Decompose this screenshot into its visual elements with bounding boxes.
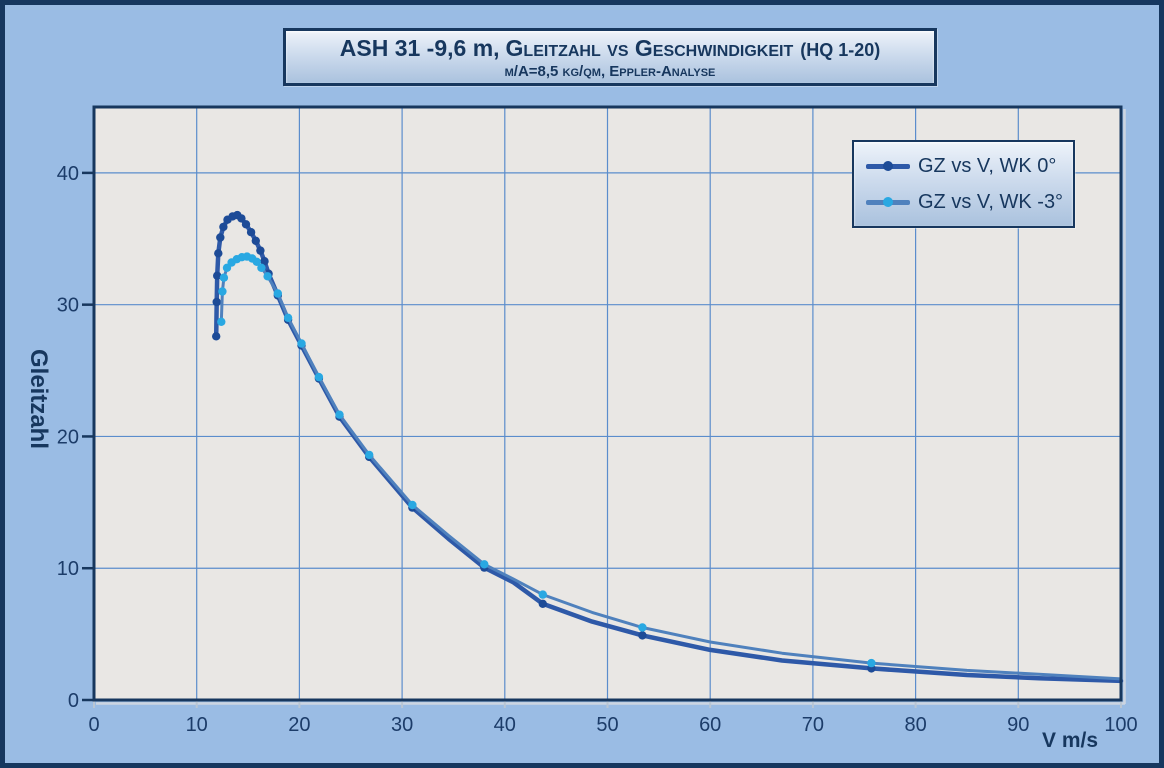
x-tick-label: 30 — [391, 714, 413, 736]
chart-title-suffix: (HQ 1-20) — [800, 39, 881, 60]
series-marker-0 — [638, 631, 647, 640]
x-axis-title: V m/s — [1041, 729, 1099, 752]
chart-title: ASH 31 -9,6 m, Gleitzahl vs Geschwindigke… — [340, 35, 880, 63]
chart-title-main: Gleitzahl vs Geschwindigkeit — [505, 34, 794, 61]
x-tick-label: 70 — [802, 714, 824, 736]
series-marker-1 — [365, 450, 374, 460]
series-marker-1 — [638, 623, 647, 632]
series-marker-1 — [538, 590, 547, 599]
series-marker-1 — [480, 560, 489, 569]
legend-item-wk0: GZ vs V, WK 0° — [866, 152, 1061, 180]
title-box: ASH 31 -9,6 m, Gleitzahl vs Geschwindigke… — [283, 28, 937, 86]
legend-label-wk0: GZ vs V, WK 0° — [918, 154, 1057, 177]
series-marker-0 — [538, 599, 547, 608]
x-tick-label: 80 — [904, 714, 926, 736]
series-marker-0 — [216, 233, 225, 242]
x-tick-label: 90 — [1007, 714, 1029, 736]
series-marker-0 — [251, 236, 260, 245]
series-marker-1 — [273, 289, 282, 298]
series-marker-1 — [252, 257, 261, 266]
y-tick-label: 20 — [57, 426, 79, 448]
series-marker-0 — [212, 332, 221, 341]
legend: GZ vs V, WK 0° GZ vs V, WK -3° — [852, 140, 1075, 228]
series-marker-0 — [256, 246, 265, 255]
series-marker-0 — [241, 220, 251, 229]
legend-label-wk-3: GZ vs V, WK -3° — [918, 190, 1064, 213]
series-marker-1 — [314, 372, 324, 382]
y-axis-title: Gleitzahl — [25, 348, 52, 450]
legend-line-marker-wk-3 — [866, 196, 912, 208]
series-marker-0 — [246, 228, 256, 237]
x-tick-label: 10 — [186, 714, 208, 736]
series-marker-1 — [263, 272, 272, 281]
x-tick-label: 20 — [288, 714, 310, 736]
series-marker-0 — [219, 222, 228, 232]
series-marker-1 — [867, 658, 876, 668]
series-marker-1 — [297, 339, 306, 348]
series-marker-1 — [283, 313, 293, 322]
series-marker-0 — [260, 257, 269, 266]
plot-border — [92, 105, 1123, 702]
series-marker-1 — [218, 287, 227, 296]
series-marker-0 — [212, 297, 221, 307]
series-marker-0 — [237, 214, 246, 223]
series-marker-0 — [214, 249, 223, 258]
legend-item-wk-3: GZ vs V, WK -3° — [866, 188, 1064, 216]
legend-line-marker-wk0 — [866, 160, 912, 172]
y-tick-label: 0 — [68, 690, 79, 712]
x-tick-label: 60 — [699, 714, 721, 736]
series-marker-1 — [408, 500, 417, 510]
series-marker-1 — [219, 273, 229, 282]
series-marker-1 — [217, 317, 226, 326]
y-tick-label: 30 — [57, 295, 79, 317]
x-tick-label: 0 — [88, 714, 99, 736]
y-tick-label: 40 — [57, 163, 79, 185]
series-marker-1 — [335, 410, 344, 419]
x-tick-label: 40 — [494, 714, 516, 736]
series-marker-0 — [213, 271, 222, 280]
x-tick-label: 50 — [596, 714, 618, 736]
chart-subtitle: m/A=8,5 kg/qm, Eppler-Analyse — [504, 62, 716, 80]
y-tick-label: 10 — [57, 558, 79, 580]
series-marker-1 — [257, 263, 266, 272]
chart-title-prefix: ASH 31 -9,6 m, — [339, 34, 500, 61]
x-tick-label: 100 — [1104, 714, 1137, 736]
